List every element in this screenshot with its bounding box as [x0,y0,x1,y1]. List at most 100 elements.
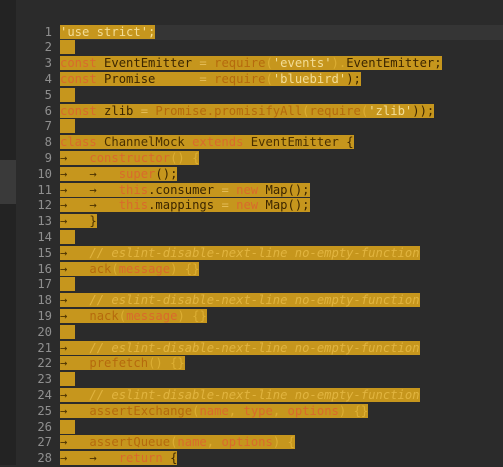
code-line[interactable] [60,419,75,436]
line-number: 2 [44,40,52,55]
code-token: , [206,435,222,450]
line-number: 1 [44,24,52,39]
line-number: 10 [37,166,52,181]
code-token: 'use strict'; [60,24,156,39]
code-token: 'zlib' [368,103,413,118]
code-token: 'bluebird' [272,71,347,86]
line-number: 23 [37,372,52,387]
code-line[interactable] [60,229,75,246]
code-token: assertQueue [89,435,171,450]
code-token: ack [89,261,112,276]
line-number: 15 [37,245,52,260]
code-token: require [214,56,266,71]
code-token: ( [192,403,200,418]
code-token: ). [331,56,347,71]
code-line[interactable]: → ack(message) {} [60,261,200,278]
line-number: 18 [37,293,52,308]
selection-highlight [60,419,75,434]
selection-highlight: → ack(message) {} [60,261,200,276]
code-line[interactable]: → → return { [60,451,178,465]
code-token: )); [412,103,435,118]
code-token: = [214,182,237,197]
code-line[interactable] [60,372,75,388]
code-token: const [60,56,97,71]
code-line[interactable]: → // eslint-disable-next-line no-empty-f… [60,245,420,262]
code-line[interactable]: → } [60,214,97,230]
code-token: options [287,403,339,418]
code-token: (); [155,166,178,181]
selection-highlight [60,277,75,292]
code-token: message [118,261,171,276]
code-token: this [118,182,149,197]
code-line[interactable] [60,87,75,104]
code-line[interactable]: const EventEmitter = require('events').E… [60,56,442,72]
code-line[interactable] [60,119,75,135]
code-token: ) {} [338,403,369,418]
code-token [97,104,104,118]
line-number: 26 [37,419,52,434]
code-line[interactable] [60,277,75,293]
line-number: 22 [37,356,52,371]
code-line[interactable]: → // eslint-disable-next-line no-empty-f… [60,387,420,404]
code-token: options [221,435,273,450]
code-line[interactable]: const Promise = require('bluebird'); [60,71,361,88]
selection-highlight: const Promise = require('bluebird'); [60,71,361,86]
code-line[interactable]: → constructor() { [60,150,200,167]
line-number: 5 [44,87,52,102]
line-number: 7 [44,119,52,134]
code-line[interactable]: → assertQueue(name, options) { [60,435,295,451]
code-token: ( [265,71,273,86]
selection-highlight: → // eslint-disable-next-line no-empty-f… [60,245,420,260]
selection-highlight [60,40,75,55]
code-line[interactable]: → nack(message) {} [60,308,207,325]
code-token: → [60,150,90,165]
code-line[interactable] [60,40,75,56]
code-token: name [199,403,229,418]
line-number: 27 [37,435,52,450]
code-line[interactable]: 'use strict'; [60,24,503,41]
code-line[interactable]: const zlib = Promise.promisifyAll(requir… [60,103,435,120]
selection-highlight: → assertExchange(name, type, options) {} [60,403,369,418]
code-line[interactable] [60,324,75,341]
selection-highlight: → nack(message) {} [60,308,207,323]
code-line[interactable]: → // eslint-disable-next-line no-empty-f… [60,340,420,357]
code-token [97,72,104,86]
selection-highlight: → → super(); [60,166,178,181]
selection-highlight: → // eslint-disable-next-line no-empty-f… [60,387,420,402]
code-line[interactable]: class ChannelMock extends EventEmitter { [60,135,354,151]
code-line[interactable]: → → this.mappings = new Map(); [60,198,310,214]
selection-highlight [60,87,75,102]
line-number: 25 [37,403,52,418]
code-token: () { [170,150,200,165]
code-token: = [133,103,156,118]
line-number: 19 [37,308,52,323]
code-line[interactable]: → → this.consumer = new Map(); [60,182,310,199]
code-line[interactable]: → assertExchange(name, type, options) {} [60,403,369,420]
selection-highlight: const zlib = Promise.promisifyAll(requir… [60,103,435,118]
sidebar-active-marker [0,160,16,204]
code-token: ChannelMock [104,135,185,150]
code-token: const [60,71,97,86]
code-token: nack [89,308,119,323]
code-token: Map(); [265,198,310,213]
code-token: // eslint-disable-next-line no-empty-fun… [89,340,420,355]
code-editor[interactable]: 'use strict'; const EventEmitter = requi… [60,0,503,465]
line-number: 16 [37,261,52,276]
code-token: , [272,403,288,418]
code-token: { [162,451,178,465]
code-token: // eslint-disable-next-line no-empty-fun… [89,293,420,308]
code-token: const [60,103,97,118]
code-line[interactable]: → prefetch() {} [60,356,185,372]
code-token: constructor [89,150,171,165]
code-token: → [60,387,90,402]
code-line[interactable]: → → super(); [60,166,178,183]
code-token: → [60,435,90,450]
selection-highlight: → constructor() { [60,150,200,165]
code-token: assertExchange [89,403,193,418]
activity-sidebar [0,0,16,465]
line-number: 6 [44,103,52,118]
selection-highlight: class ChannelMock extends EventEmitter { [60,135,354,150]
code-line[interactable]: → // eslint-disable-next-line no-empty-f… [60,293,420,309]
code-token: = [155,71,215,86]
line-number: 17 [37,277,52,292]
